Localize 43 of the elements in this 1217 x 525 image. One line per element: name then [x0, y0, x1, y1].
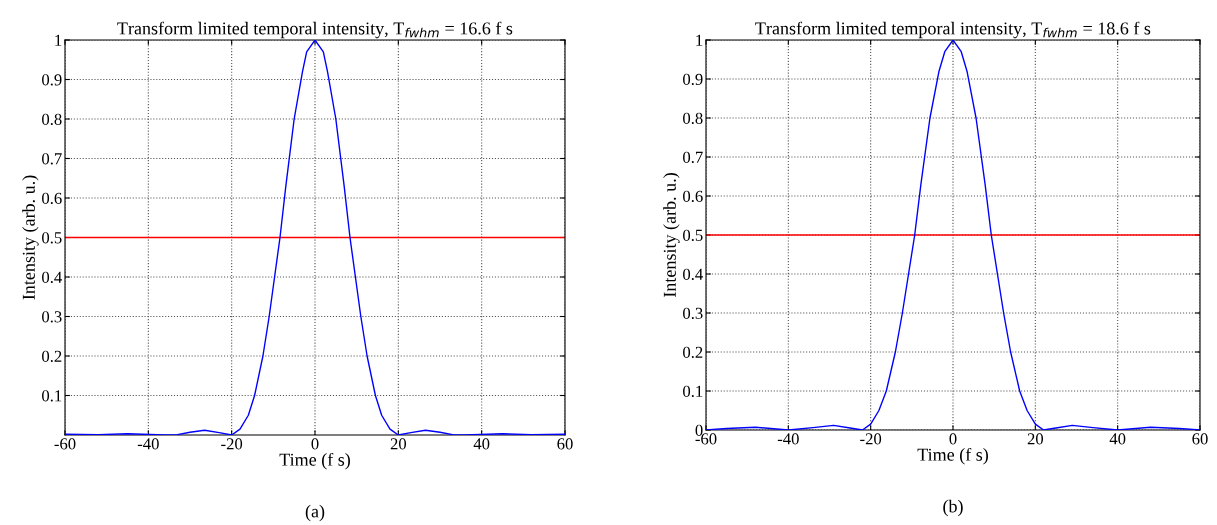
x-tick-label: -40	[137, 438, 159, 450]
text: (b)	[943, 499, 963, 517]
x-axis-title: Time (f s)	[917, 447, 988, 465]
y-tick-label: 0.1	[42, 390, 62, 402]
x-axis-title: Time (f s)	[279, 452, 350, 470]
y-tick-label: 0.2	[683, 346, 703, 359]
y-tick-label: 1	[55, 34, 62, 46]
x-tick-label: -20	[221, 438, 243, 450]
text: (a)	[305, 504, 325, 522]
y-tick-label: 0.6	[42, 192, 62, 205]
x-tick-label: 60	[557, 438, 573, 450]
chart-title: Transform limited temporal intensity, T$_{fwhm}$ = 16.6 f s	[117, 21, 513, 39]
y-tick-label: 0.9	[42, 74, 62, 86]
y-tick-label: 0.9	[683, 73, 703, 86]
x-tick-label: 20	[390, 438, 407, 450]
y-tick-label: 0.2	[42, 350, 62, 363]
y-tick-label: 0.4	[42, 271, 62, 284]
y-tick-label: 0.5	[683, 229, 703, 242]
x-tick-label: 40	[1109, 433, 1126, 445]
y-tick-label: 0.7	[42, 153, 62, 165]
x-tick-label: -60	[54, 438, 76, 450]
x-tick-label: 0	[949, 433, 957, 445]
y-tick-label: 0.6	[683, 190, 703, 203]
x-tick-label: 20	[1027, 433, 1044, 445]
y-tick-label: 0.3	[42, 311, 62, 323]
y-tick-label: 0.8	[683, 112, 703, 125]
x-tick-label: -20	[860, 433, 882, 445]
line-series	[706, 40, 1200, 430]
y-tick-label: 0.5	[42, 232, 62, 244]
chart-title: Transform limited temporal intensity, T$_{fwhm}$ = 18.6 f s	[755, 21, 1151, 39]
y-axis-title: Intensity (arb. u.)	[663, 173, 680, 298]
y-axis-title: Intensity (arb. u.)	[22, 175, 39, 300]
y-tick-label: 0.8	[42, 113, 62, 126]
line-series	[65, 40, 565, 435]
y-tick-label: 0.1	[683, 385, 703, 398]
y-tick-label: 0.4	[683, 268, 703, 281]
y-tick-label: 0.3	[683, 307, 703, 320]
y-tick-label: 1	[696, 34, 703, 46]
x-tick-label: -40	[777, 433, 799, 445]
y-tick-label: 0.7	[683, 151, 703, 164]
x-tick-label: 0	[311, 438, 319, 450]
x-tick-label: 40	[473, 438, 490, 450]
x-tick-label: 60	[1192, 433, 1208, 445]
